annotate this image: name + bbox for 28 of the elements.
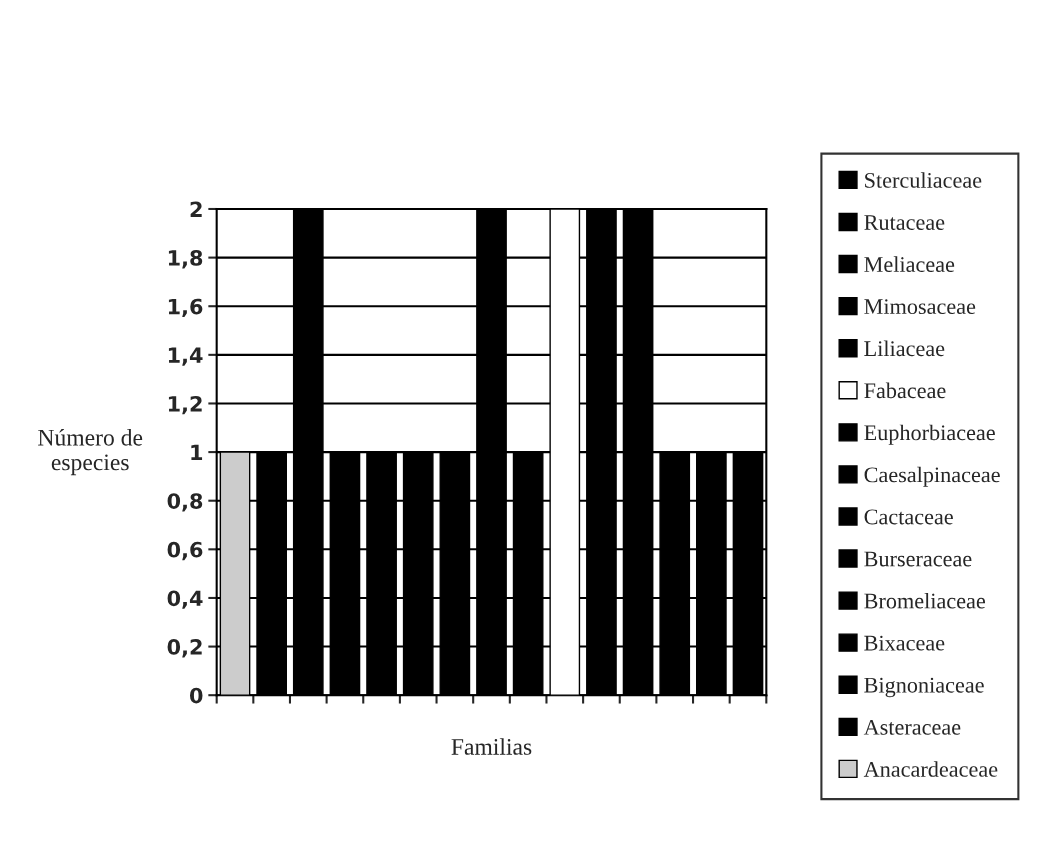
y-tick-label: 0,2 xyxy=(167,639,202,658)
y-tick-label: 0,8 xyxy=(167,493,203,512)
legend-label: Bignoniaceae xyxy=(864,677,984,698)
legend-label: Rutaceae xyxy=(864,215,945,230)
x-axis-title: Familias xyxy=(451,738,532,755)
y-axis-title: Número de especies xyxy=(38,429,143,476)
legend-label: Cactaceae xyxy=(864,509,953,525)
legend-label: Fabaceae xyxy=(864,382,946,399)
y-tick-label: 0 xyxy=(189,687,203,704)
legend-label: Meliaceae xyxy=(864,256,955,272)
y-tick-label: 1,2 xyxy=(168,395,202,415)
legend-label: Liliaceae xyxy=(864,340,945,357)
legend-label: Mimosaceae xyxy=(864,299,976,315)
y-tick-label: 1,8 xyxy=(168,250,203,269)
y-tick-label: 1 xyxy=(191,444,203,461)
legend-label: Caesalpinaceae xyxy=(864,466,1000,487)
y-tick-label: 1,4 xyxy=(168,347,203,366)
legend-label: Burseraceae xyxy=(864,551,972,567)
legend-label: Bromeliaceae xyxy=(864,592,986,609)
y-tick-label: 0,6 xyxy=(167,541,203,561)
legend-label: Asteraceae xyxy=(863,719,961,735)
legend-label: Anacardeaceae xyxy=(863,761,998,777)
legend-label: Sterculiaceae xyxy=(865,172,982,188)
y-tick-label: 2 xyxy=(190,201,202,217)
y-tick-label: 0,4 xyxy=(167,590,203,609)
legend-label: Euphorbiaceae xyxy=(864,424,995,445)
y-tick-label: 1,6 xyxy=(168,298,203,318)
legend-label: Bixaceae xyxy=(864,635,945,651)
